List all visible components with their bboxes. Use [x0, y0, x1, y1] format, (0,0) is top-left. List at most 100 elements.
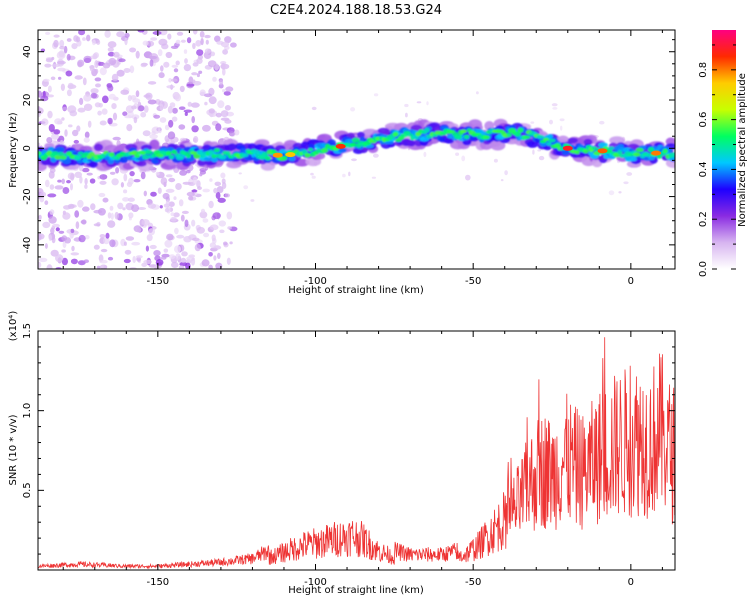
- noise-speckle: [171, 64, 179, 68]
- noise-speckle: [214, 35, 221, 43]
- noise-speckle: [198, 70, 203, 75]
- noise-speckle: [183, 236, 192, 243]
- noise-speckle: [57, 138, 61, 142]
- noise-speckle: [99, 234, 106, 239]
- noise-speckle: [55, 254, 64, 263]
- ridge-blob: [168, 154, 175, 160]
- ridge-blob: [582, 148, 589, 154]
- noise-speckle: [152, 31, 162, 35]
- noise-speckle: [49, 184, 55, 190]
- y-tick-label: 1.0: [22, 403, 33, 419]
- noise-speckle: [40, 48, 46, 53]
- top-y-axis-label: Frequency (Hz): [8, 112, 19, 188]
- noise-speckle: [70, 258, 78, 265]
- noise-speckle: [78, 234, 86, 243]
- noise-speckle: [538, 155, 545, 161]
- x-tick-label: 0: [628, 577, 634, 588]
- noise-speckle: [109, 239, 116, 248]
- noise-speckle: [47, 193, 57, 198]
- noise-speckle: [549, 119, 553, 125]
- noise-speckle: [160, 256, 167, 260]
- noise-speckle: [38, 233, 42, 241]
- ridge-blob: [142, 154, 150, 160]
- noise-speckle: [159, 117, 167, 123]
- noise-speckle: [157, 187, 162, 194]
- ridge-blob: [327, 139, 336, 146]
- noise-speckle: [226, 211, 233, 220]
- noise-speckle: [39, 191, 47, 197]
- bottom-y-multiplier: (x10⁴): [8, 311, 19, 342]
- noise-speckle: [199, 211, 208, 219]
- noise-speckle: [493, 158, 498, 163]
- noise-speckle: [61, 257, 68, 266]
- noise-speckle: [185, 170, 191, 174]
- noise-speckle: [64, 129, 68, 137]
- noise-speckle: [142, 130, 151, 137]
- ridge-blob: [139, 150, 147, 155]
- x-tick-label: -100: [304, 276, 327, 287]
- noise-speckle: [99, 264, 108, 269]
- ridge-blob: [308, 144, 316, 149]
- noise-speckle: [159, 205, 163, 209]
- noise-speckle: [70, 228, 75, 234]
- colorbar-ticks: 0.0 0.2 0.4 0.6 0.8: [698, 44, 736, 277]
- noise-speckle: [183, 49, 188, 54]
- noise-speckle: [41, 118, 49, 126]
- noise-speckle: [127, 177, 134, 185]
- ridge-blob: [517, 127, 524, 133]
- noise-speckle: [89, 65, 95, 72]
- noise-speckle: [214, 181, 222, 186]
- noise-speckle: [351, 158, 357, 162]
- noise-speckle: [197, 186, 202, 191]
- noise-speckle: [213, 187, 218, 194]
- ridge-blob: [93, 143, 104, 152]
- ridge-blob: [213, 148, 220, 153]
- y-tick-label: -20: [22, 188, 33, 204]
- noise-speckle: [199, 173, 203, 177]
- noise-speckle: [46, 264, 53, 269]
- noise-speckle: [164, 239, 173, 248]
- ridge-blob: [227, 143, 237, 151]
- noise-speckle: [81, 167, 90, 173]
- noise-speckle: [455, 152, 460, 156]
- noise-speckle: [599, 120, 605, 125]
- noise-speckle: [311, 175, 316, 179]
- noise-speckle: [158, 38, 168, 46]
- noise-speckle: [175, 39, 181, 45]
- ridge-blob: [630, 155, 638, 162]
- noise-speckle: [103, 237, 110, 245]
- noise-speckle: [90, 92, 98, 99]
- noise-speckle: [205, 39, 209, 45]
- noise-speckle: [91, 39, 96, 46]
- bottom-y-axis-label: SNR (10 * v/v): [8, 414, 19, 485]
- noise-speckle: [373, 153, 379, 158]
- noise-speckle: [54, 118, 62, 125]
- noise-speckle: [221, 62, 226, 70]
- noise-speckle: [95, 83, 101, 88]
- noise-speckle: [140, 111, 147, 118]
- noise-speckle: [107, 47, 114, 52]
- noise-speckle: [96, 265, 101, 269]
- noise-speckle: [75, 221, 80, 230]
- noise-speckle: [208, 252, 213, 257]
- noise-speckle: [155, 259, 164, 266]
- noise-speckle: [220, 172, 226, 179]
- ridge-blob: [77, 151, 84, 156]
- noise-speckle: [159, 103, 164, 111]
- noise-speckle: [203, 232, 210, 238]
- cb-tick-label: 0.4: [698, 161, 709, 177]
- noise-speckle: [150, 37, 158, 41]
- noise-speckle: [195, 40, 202, 47]
- noise-speckle: [68, 124, 73, 128]
- noise-speckle: [229, 241, 233, 245]
- noise-speckle: [83, 94, 92, 102]
- ridge-blob: [241, 153, 249, 158]
- noise-speckle: [76, 125, 81, 132]
- noise-speckle: [211, 234, 216, 242]
- ridge-blob: [460, 129, 467, 134]
- noise-speckle: [416, 101, 422, 104]
- noise-speckle: [183, 109, 193, 113]
- noise-speckle: [123, 258, 131, 264]
- ridge-blob: [514, 131, 521, 137]
- noise-speckle: [66, 53, 71, 61]
